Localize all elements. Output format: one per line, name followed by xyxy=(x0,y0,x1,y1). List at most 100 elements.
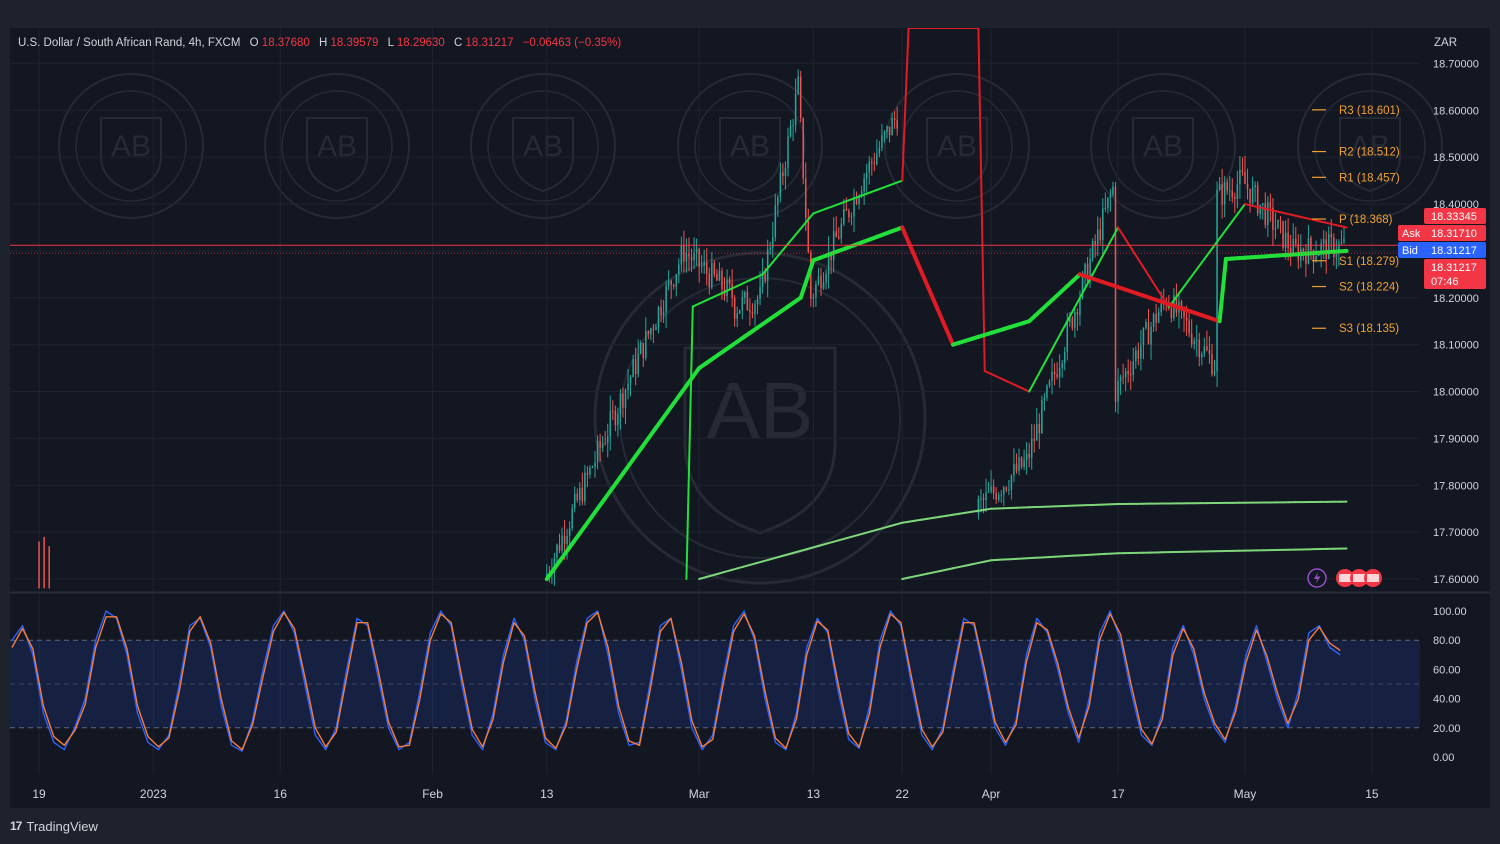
moving-average-line xyxy=(1313,219,1323,223)
candle-body xyxy=(1127,370,1129,374)
pivot-level-label: R1 (18.457) xyxy=(1339,172,1400,184)
candle-body xyxy=(606,436,609,444)
pivot-levels: R3 (18.601) R2 (18.512) R1 (18.457) P (18.3… xyxy=(1312,105,1400,335)
candle-body xyxy=(820,275,822,289)
candle-body xyxy=(1317,254,1320,257)
tradingview-logo[interactable]: 17 TradingView xyxy=(10,816,98,836)
moving-average-line xyxy=(964,563,974,567)
candle-body xyxy=(827,251,830,275)
candle-body xyxy=(858,196,860,204)
candle-body xyxy=(777,196,779,206)
candle-body xyxy=(1297,243,1300,261)
candle-body xyxy=(977,499,980,514)
moving-average-line xyxy=(786,235,796,245)
candle-body xyxy=(1231,190,1234,197)
candle-body xyxy=(713,262,716,275)
candle-body xyxy=(1259,204,1261,214)
time-axis[interactable]: 19 2023 16 Feb 13 Mar 13 22 Apr 17 May 15 xyxy=(32,787,1379,801)
moving-average-line xyxy=(1142,266,1151,279)
candle-body xyxy=(1069,317,1071,322)
candle-body xyxy=(695,248,698,253)
price-axis[interactable]: 18.7000018.6000018.5000018.4000018.30000… xyxy=(1433,58,1479,586)
candle-body xyxy=(711,262,713,287)
moving-average-line xyxy=(926,516,935,520)
candle-body xyxy=(782,172,784,176)
candle-body xyxy=(733,297,736,319)
candle-body xyxy=(1107,197,1109,208)
moving-average-line xyxy=(844,535,853,540)
moving-average-line xyxy=(698,576,707,580)
moving-average-line xyxy=(761,265,770,276)
candle-body xyxy=(693,252,695,261)
candle-body xyxy=(769,247,771,250)
pivot-level-label: R2 (18.512) xyxy=(1339,147,1400,159)
candle-body xyxy=(660,307,662,316)
candle-body xyxy=(1343,238,1345,242)
flag-glyph xyxy=(1367,574,1379,582)
candle-body xyxy=(893,118,896,120)
candle-body xyxy=(980,498,982,500)
candle-body xyxy=(891,118,893,136)
candle-body xyxy=(629,377,632,384)
candle-body xyxy=(1201,354,1203,358)
moving-average-line xyxy=(1148,276,1158,289)
moving-average-line xyxy=(723,287,732,293)
moving-average-line xyxy=(919,269,930,289)
moving-average-line xyxy=(812,544,821,549)
moving-average-line xyxy=(856,532,866,537)
candle-body xyxy=(670,280,672,285)
chart-svg[interactable]: AB AB AB AB xyxy=(10,28,1490,808)
moving-average-line xyxy=(875,186,885,191)
price-tick-label: 17.60000 xyxy=(1433,574,1479,586)
candle-body xyxy=(1109,194,1112,198)
candle-body xyxy=(1005,487,1008,490)
candle-body xyxy=(835,231,837,238)
svg-text:AB: AB xyxy=(1143,130,1183,163)
candle-body xyxy=(883,132,886,136)
candle-body xyxy=(645,331,647,359)
candle-body xyxy=(756,298,759,305)
candle-body xyxy=(764,271,766,282)
candle-body xyxy=(853,197,855,217)
candle-body xyxy=(1330,234,1333,238)
candle-body xyxy=(683,245,685,262)
candle-body xyxy=(1241,169,1244,172)
candle-body xyxy=(876,153,878,165)
moving-average-line xyxy=(875,527,885,531)
candle-body xyxy=(1114,186,1117,402)
chart-area[interactable]: AB AB AB AB xyxy=(10,28,1490,808)
candle-body xyxy=(789,125,792,137)
candle-body xyxy=(807,217,810,253)
candle-body xyxy=(657,307,660,327)
candle-body xyxy=(599,440,601,448)
candle-body xyxy=(1084,263,1086,275)
events-icons[interactable] xyxy=(1307,568,1382,588)
price-tick-label: 18.70000 xyxy=(1433,58,1479,70)
grid-lines xyxy=(10,28,1420,774)
moving-average-line xyxy=(913,518,923,522)
candle-body xyxy=(850,216,853,218)
candle-body xyxy=(1041,400,1043,434)
candle-body xyxy=(1147,321,1150,345)
stochastic-axis[interactable]: 100.00 80.00 60.00 40.00 20.00 0.00 xyxy=(1433,606,1467,764)
pivot-level-label: S3 (18.135) xyxy=(1339,323,1399,335)
moving-average-line xyxy=(774,555,783,559)
candle-body xyxy=(1223,182,1226,205)
candle-body xyxy=(840,223,843,239)
time-tick-label: Feb xyxy=(422,787,443,801)
candle-body xyxy=(612,410,614,412)
moving-average-line xyxy=(755,273,764,279)
moving-average-line xyxy=(798,277,810,300)
candle-body xyxy=(1279,219,1282,222)
candle-body xyxy=(1102,208,1104,241)
candle-body xyxy=(1104,207,1107,209)
candle-body xyxy=(591,467,594,469)
moving-average-line xyxy=(1155,286,1164,299)
watermark-layer: AB AB AB AB xyxy=(58,73,1443,585)
moving-average-line xyxy=(939,514,948,518)
candle-body xyxy=(731,283,733,298)
candle-body xyxy=(744,292,746,298)
candle-body xyxy=(997,494,1000,500)
price-tick-label: 17.90000 xyxy=(1433,433,1479,445)
candle-body xyxy=(990,486,992,492)
